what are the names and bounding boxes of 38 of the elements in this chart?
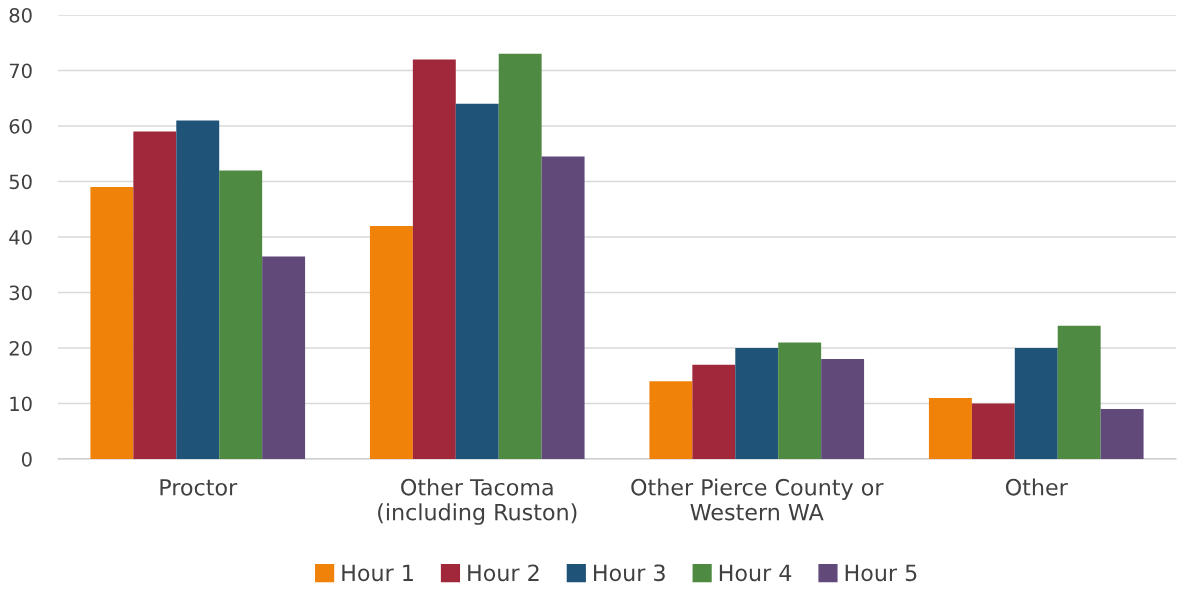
y-tick-label: 60 — [9, 118, 32, 134]
x-tick-label: Other Pierce County or Western WA — [631, 478, 884, 521]
y-tick-label: 70 — [9, 63, 32, 79]
legend-label: Hour 5 — [845, 564, 917, 582]
y-tick-label: 50 — [9, 174, 32, 190]
y-tick-label: 80 — [9, 7, 32, 23]
y-tick-label: 30 — [9, 285, 32, 301]
bar — [219, 170, 263, 459]
bar — [735, 348, 779, 459]
y-tick-label: 0 — [21, 451, 32, 467]
bar — [369, 225, 413, 459]
y-tick-label: 40 — [9, 229, 32, 245]
bar — [133, 131, 177, 459]
bar — [778, 342, 822, 459]
bar — [971, 403, 1015, 459]
bar — [455, 103, 499, 459]
bar — [649, 381, 693, 459]
x-tick-label: Proctor — [160, 479, 238, 496]
bar — [692, 364, 736, 459]
bar — [90, 187, 134, 459]
legend-label: Hour 4 — [719, 564, 792, 582]
legend-label: Hour 3 — [594, 564, 665, 582]
bar — [262, 256, 306, 459]
bar — [541, 156, 585, 459]
x-tick-label: Other — [1005, 478, 1068, 496]
bar — [821, 359, 865, 459]
y-tick-label: 20 — [9, 340, 32, 356]
bar — [1014, 348, 1058, 459]
legend-label: Hour 1 — [342, 564, 413, 582]
bar — [1100, 409, 1144, 459]
bar — [1057, 325, 1101, 459]
bar — [928, 397, 972, 459]
y-tick-label: 10 — [10, 396, 32, 412]
x-tick-label: Other Tacoma (including Ruston) — [378, 478, 577, 525]
bar — [176, 120, 220, 459]
bar — [498, 53, 542, 459]
bar — [412, 59, 456, 459]
legend-label: Hour 2 — [468, 564, 539, 582]
